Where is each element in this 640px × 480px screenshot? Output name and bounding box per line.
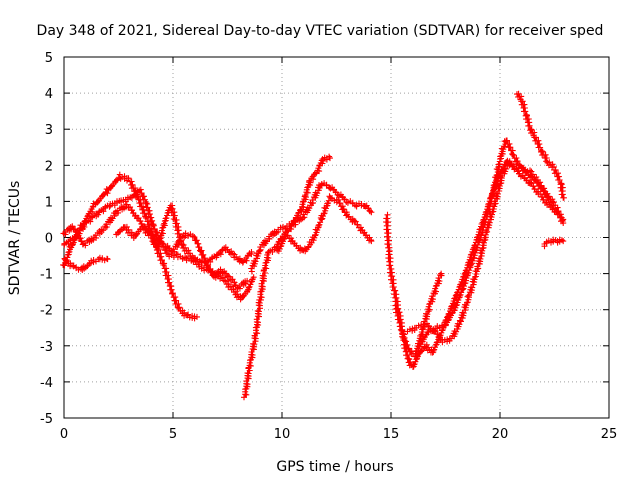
x-tick-label: 0 — [60, 427, 68, 442]
y-tick-label: -1 — [40, 268, 53, 283]
scatter-markers — [514, 90, 567, 201]
series-track7 — [248, 180, 375, 275]
scatter-markers — [416, 137, 556, 350]
y-tick-label: 0 — [45, 232, 53, 247]
scatter-markers — [541, 236, 567, 250]
series-track8 — [274, 193, 375, 255]
y-tick-label: 1 — [45, 195, 53, 210]
y-tick-label: -2 — [40, 304, 53, 319]
y-tick-label: 2 — [45, 159, 53, 174]
series-track14 — [541, 236, 567, 250]
scatter-markers — [392, 270, 445, 360]
chart-title: Day 348 of 2021, Sidereal Day-to-day VTE… — [37, 23, 604, 39]
x-tick-label: 15 — [383, 427, 400, 442]
y-tick-label: -4 — [40, 376, 53, 391]
y-tick-label: -3 — [40, 340, 53, 355]
series-track12 — [416, 137, 556, 350]
scatter-markers — [274, 193, 375, 255]
y-tick-label: 4 — [45, 87, 53, 102]
x-axis-label: GPS time / hours — [276, 459, 393, 475]
x-tick-label: 20 — [492, 427, 509, 442]
y-tick-label: 3 — [45, 123, 53, 138]
scatter-markers — [248, 180, 375, 275]
axis-ticks: 0 5 10 15 20 25 -5 -4 -3 -2 -1 0 1 2 3 4 5 — [40, 51, 617, 442]
x-tick-label: 5 — [169, 427, 177, 442]
y-tick-label: 5 — [45, 51, 53, 66]
x-tick-label: 25 — [601, 427, 618, 442]
scatter-markers — [113, 202, 257, 303]
series-track4 — [61, 254, 111, 273]
data-points — [60, 90, 567, 401]
x-tick-label: 10 — [274, 427, 291, 442]
series-track10 — [392, 270, 445, 360]
y-axis-label: SDTVAR / TECUs — [7, 181, 23, 296]
scatter-markers — [61, 254, 111, 273]
series-track13 — [514, 90, 567, 201]
y-tick-label: -5 — [40, 412, 53, 427]
series-track5 — [113, 202, 257, 303]
